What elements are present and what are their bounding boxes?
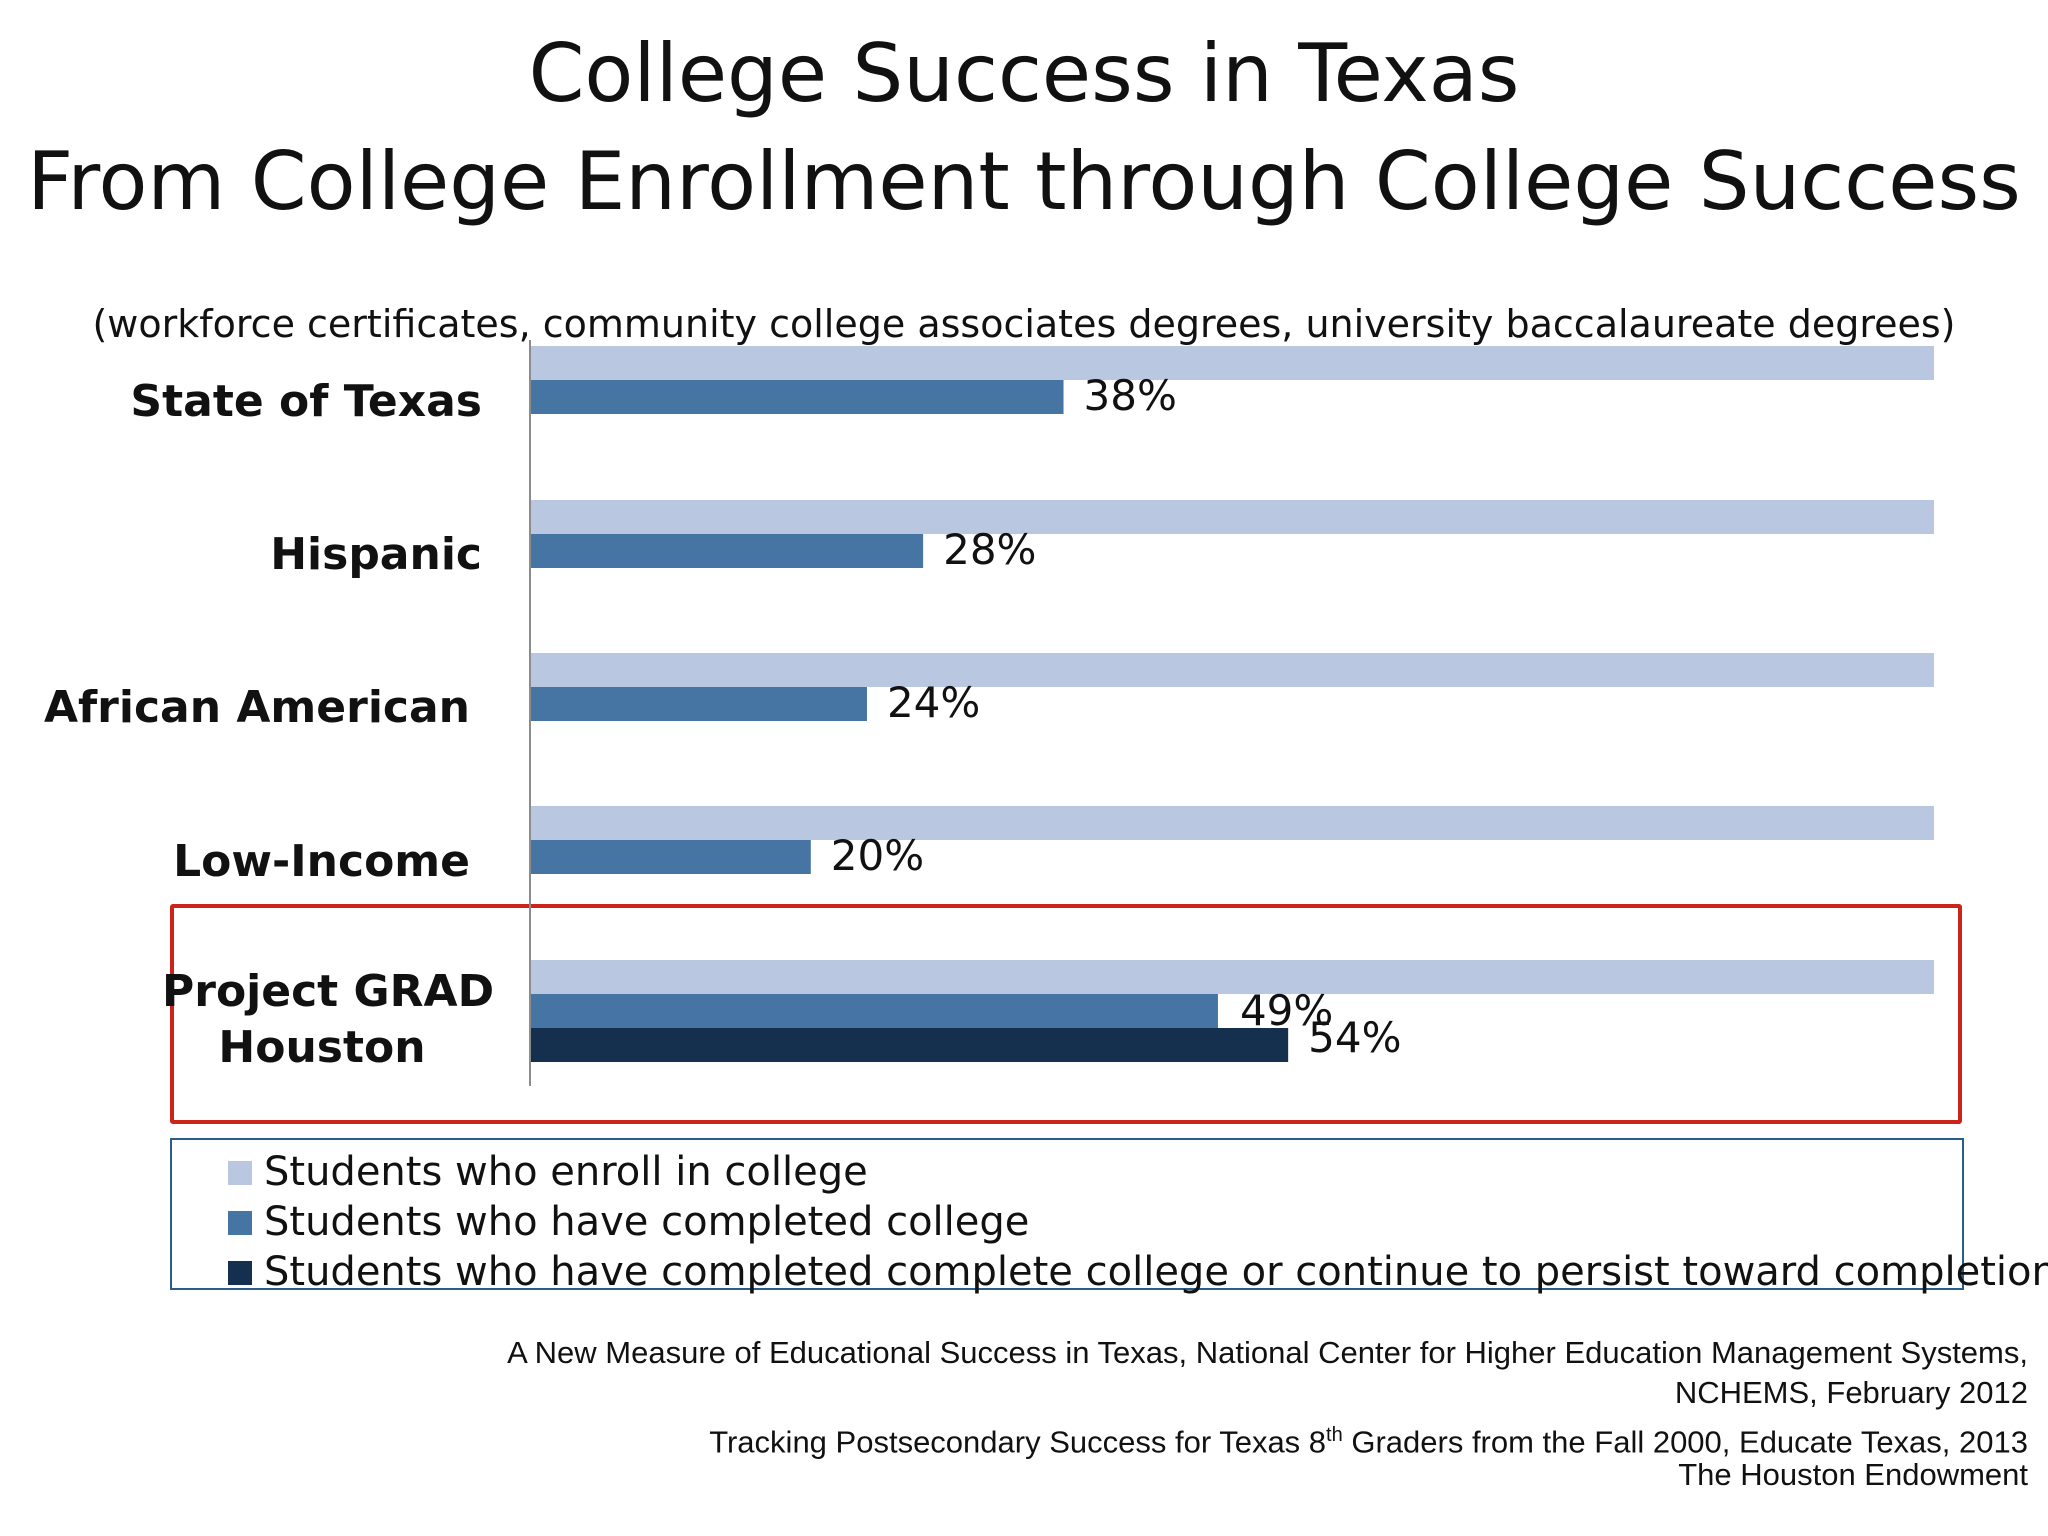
chart-subtitle: (workforce certificates, community colle… xyxy=(92,302,1956,346)
category-label-state-of-texas: State of Texas xyxy=(130,376,482,427)
legend-swatch-completed xyxy=(228,1211,252,1235)
legend-label-completed: Students who have completed college xyxy=(264,1199,1030,1245)
bar-enroll-african-american xyxy=(530,653,1934,687)
bar-completed-african-american xyxy=(530,687,867,721)
legend-swatch-persist xyxy=(228,1261,252,1285)
data-label-completed-project-grad-houston: 49% xyxy=(1239,986,1334,1035)
bar-completed-project-grad-houston xyxy=(530,994,1218,1028)
bar-completed-state-of-texas xyxy=(530,380,1064,414)
data-label-completed-state-of-texas: 38% xyxy=(1083,371,1177,420)
source-line-1: A New Measure of Educational Success in … xyxy=(507,1335,2028,1370)
source-line-3-sup: th xyxy=(1326,1424,1343,1446)
legend-label-enroll: Students who enroll in college xyxy=(264,1149,868,1195)
legend-swatch-enroll xyxy=(228,1161,252,1185)
bar-enroll-low-income xyxy=(530,806,1934,840)
source-line-3: Tracking Postsecondary Success for Texas… xyxy=(709,1415,2028,1462)
category-label-low-income: Low-Income xyxy=(173,836,470,887)
source-line-3-post: Graders from the Fall 2000, Educate Texa… xyxy=(1342,1424,2028,1460)
legend-label-persist: Students who have completed complete col… xyxy=(264,1249,2048,1295)
source-line-4: The Houston Endowment xyxy=(1678,1457,2028,1492)
bar-enroll-hispanic xyxy=(530,500,1934,534)
data-label-completed-african-american: 24% xyxy=(886,678,981,727)
data-label-persist-project-grad-houston: 54% xyxy=(1308,1013,1402,1062)
data-label-completed-low-income: 20% xyxy=(830,831,925,880)
chart-title: College Success in Texas xyxy=(528,27,1520,120)
category-label-project-grad-houston: Project GRAD Houston xyxy=(162,966,495,1073)
data-label-completed-hispanic: 28% xyxy=(943,525,1037,574)
bar-completed-hispanic xyxy=(530,534,924,568)
bar-persist-project-grad-houston xyxy=(530,1028,1289,1062)
source-line-2: NCHEMS, February 2012 xyxy=(1674,1375,2028,1410)
bar-enroll-project-grad-houston xyxy=(530,960,1934,994)
highlight-box xyxy=(170,904,1962,1124)
bar-enroll-state-of-texas xyxy=(530,346,1934,380)
bar-completed-low-income xyxy=(530,840,811,874)
legend: Students who enroll in college Students … xyxy=(170,1138,2048,1295)
category-label-hispanic: Hispanic xyxy=(270,529,482,580)
source-line-3-pre: Tracking Postsecondary Success for Texas… xyxy=(709,1424,1327,1460)
chart-title-line2: From College Enrollment through College … xyxy=(27,135,2021,228)
category-label-african-american: African American xyxy=(43,682,470,733)
